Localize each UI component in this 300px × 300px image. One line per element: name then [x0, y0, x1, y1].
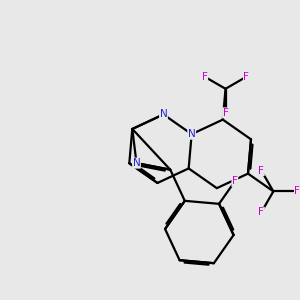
Text: F: F — [202, 72, 208, 82]
Text: F: F — [295, 186, 300, 197]
Text: N: N — [188, 129, 196, 139]
Text: F: F — [258, 207, 264, 217]
Text: F: F — [232, 176, 238, 186]
Text: N: N — [133, 158, 140, 168]
Text: F: F — [223, 108, 229, 118]
Text: F: F — [243, 72, 249, 82]
Text: N: N — [160, 110, 167, 119]
Text: F: F — [258, 166, 264, 176]
